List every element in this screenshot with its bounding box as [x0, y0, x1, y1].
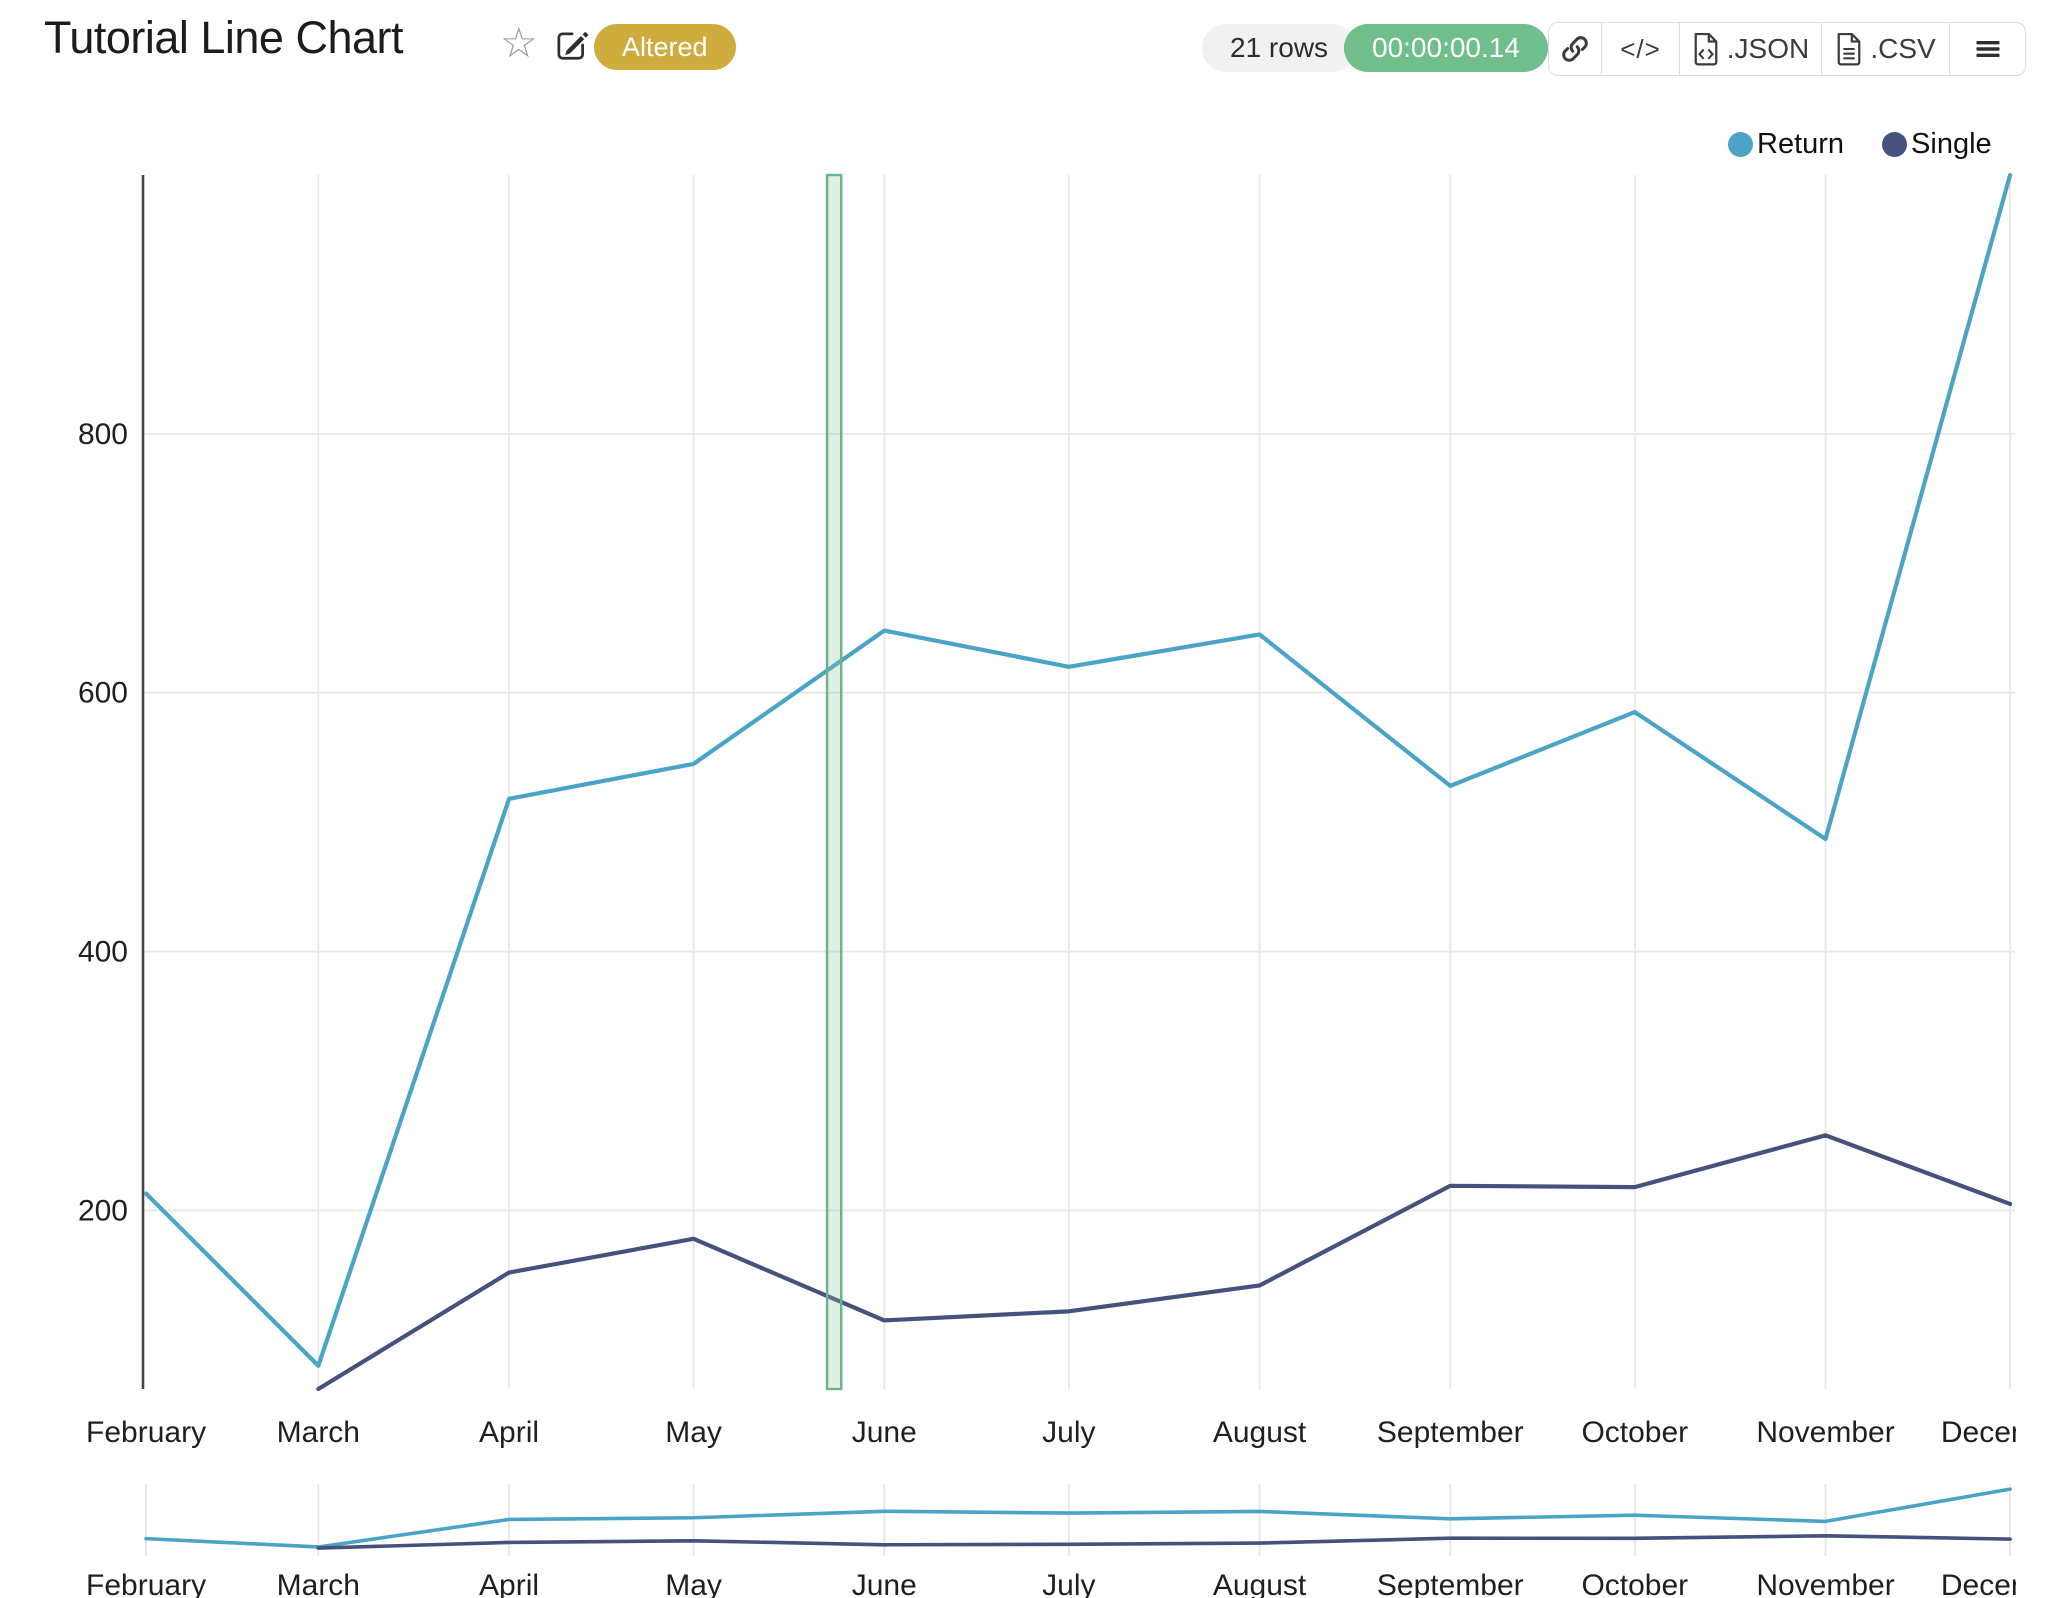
edit-button[interactable] [552, 26, 590, 64]
return-series-line[interactable] [143, 172, 2013, 1368]
export-csv-button[interactable]: .CSV [1821, 23, 1949, 75]
navigator-tick-label: July [1042, 1569, 1095, 1598]
navigator-return-line [144, 1487, 2012, 1549]
export-json-button[interactable]: .JSON [1679, 23, 1821, 75]
return-series-swatch [1728, 132, 1753, 157]
single-series-line[interactable] [316, 1133, 2013, 1392]
return-series-label: Return [1757, 128, 1845, 160]
x-tick-label: October [1581, 1416, 1688, 1449]
page-title: Tutorial Line Chart [44, 12, 404, 63]
navigator[interactable]: February March April May June July August Septe… [86, 1484, 2050, 1598]
export-json-label: .JSON [1726, 33, 1810, 64]
navigator-tick-label: December [1941, 1569, 2050, 1598]
highlight-band[interactable] [825, 173, 843, 1391]
link-button[interactable] [1549, 23, 1601, 75]
single-series-swatch [1882, 132, 1908, 157]
menu-button[interactable] [1949, 23, 2025, 75]
elapsed-time-badge: 00:00:00.14 [1344, 24, 1548, 72]
navigator-tick-label: October [1581, 1569, 1688, 1598]
code-button[interactable]: </> [1601, 23, 1679, 75]
export-csv-label: .CSV [1870, 33, 1936, 64]
y-tick-label: 800 [78, 418, 128, 451]
navigator-tick-label: April [479, 1569, 539, 1598]
single-series-label: Single [1911, 128, 1992, 160]
navigator-tick-label: March [277, 1569, 360, 1598]
link-icon [1562, 36, 1588, 62]
x-tick-label: August [1213, 1416, 1307, 1449]
y-tick-label: 600 [78, 677, 128, 710]
x-tick-label: November [1756, 1416, 1894, 1449]
y-tick-label: 400 [78, 936, 128, 969]
x-tick-label: September [1377, 1416, 1524, 1449]
navigator-tick-label: May [665, 1569, 722, 1598]
chart-legend: Return Single [1728, 128, 1992, 161]
x-tick-label: March [277, 1416, 360, 1449]
menu-icon [1975, 41, 2000, 57]
edit-icon [557, 31, 589, 60]
y-tick-label: 200 [78, 1194, 128, 1227]
status-badge: Altered [594, 24, 736, 70]
legend-item-single[interactable]: Single [1882, 128, 1992, 161]
navigator-tick-label: February [86, 1569, 206, 1598]
code-icon: </> [1620, 33, 1661, 64]
x-tick-label: July [1042, 1416, 1095, 1449]
navigator-single-line [316, 1533, 2012, 1550]
chart-root: 200 400 600 800 February March April May June Jul… [78, 172, 2050, 1598]
star-icon: ☆ [500, 18, 538, 67]
csv-file-icon [1837, 32, 1861, 66]
x-tick-label: April [479, 1416, 539, 1449]
legend-item-return[interactable]: Return [1728, 128, 1844, 161]
x-tick-label: June [852, 1416, 917, 1449]
export-toolbar: </> .JSON .CSV [1548, 22, 2026, 76]
favorite-star-button[interactable]: ☆ [500, 18, 538, 67]
json-file-icon [1694, 32, 1718, 66]
navigator-tick-label: November [1756, 1569, 1894, 1598]
navigator-tick-label: June [852, 1569, 917, 1598]
navigator-tick-label: September [1377, 1569, 1524, 1598]
x-tick-label: May [665, 1416, 722, 1449]
x-tick-label: February [86, 1416, 206, 1449]
navigator-tick-label: August [1213, 1569, 1307, 1598]
x-tick-label: December [1941, 1416, 2050, 1449]
row-count-badge: 21 rows [1202, 24, 1357, 72]
